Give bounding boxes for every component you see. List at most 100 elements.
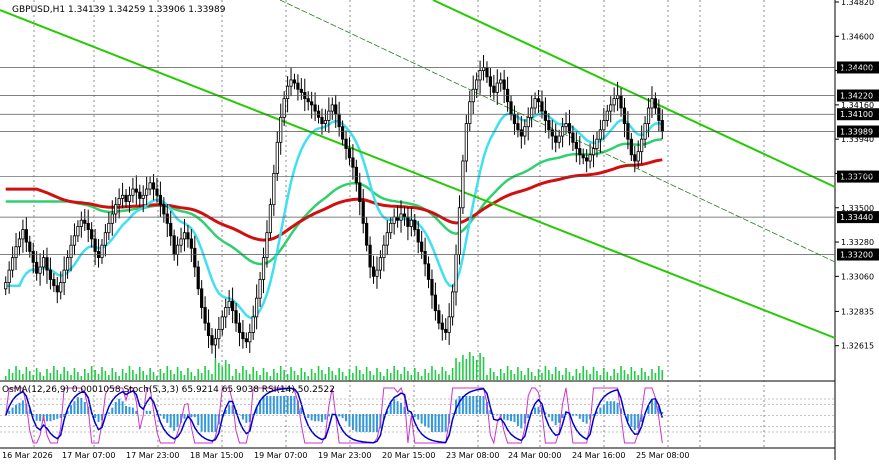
- volume-bar: [517, 367, 519, 380]
- candle: [499, 72, 503, 92]
- osma-bar: [351, 414, 354, 430]
- volume-bar: [489, 368, 492, 380]
- candle: [588, 143, 592, 169]
- candle-body: [248, 332, 252, 343]
- volume-bar: [321, 370, 323, 380]
- candle: [351, 144, 355, 180]
- osma-bar: [365, 414, 368, 432]
- candle-body: [660, 120, 664, 132]
- volume-bar: [558, 371, 560, 380]
- candle-body: [100, 244, 104, 259]
- volume-bar: [596, 371, 598, 380]
- candle: [640, 125, 644, 165]
- candle-body: [653, 98, 658, 109]
- candle: [241, 319, 245, 349]
- volume-bar: [554, 367, 557, 380]
- volume-bar: [537, 369, 540, 380]
- osma-bar: [633, 414, 636, 430]
- candle-body: [358, 182, 362, 202]
- candle: [347, 137, 352, 166]
- candle: [526, 107, 530, 141]
- volume-bar: [32, 375, 35, 380]
- candle: [55, 276, 59, 304]
- candle-body: [619, 95, 623, 109]
- osma-bar: [56, 414, 59, 419]
- price-tick-label: 1.33500: [841, 204, 874, 213]
- osma-bar: [654, 400, 657, 414]
- candle-body: [117, 198, 121, 206]
- volume-bar: [49, 373, 52, 380]
- candle-body: [224, 307, 228, 318]
- osma-bar: [345, 414, 348, 422]
- osma-bar: [482, 396, 485, 414]
- volume-bar: [314, 373, 316, 380]
- stoch-line: [5, 387, 663, 445]
- candle: [423, 237, 427, 277]
- candle-body: [38, 266, 42, 274]
- candle-body: [602, 120, 606, 131]
- candle-body: [52, 279, 56, 287]
- candle-body: [540, 101, 544, 112]
- time-tick-label: 24 Mar 00:00: [508, 451, 561, 460]
- candle: [636, 140, 640, 169]
- candle-body: [612, 98, 616, 106]
- candle: [72, 223, 77, 256]
- candle: [433, 282, 438, 321]
- volume-bar: [441, 367, 444, 380]
- osma-bar: [94, 414, 97, 418]
- candle: [248, 323, 252, 354]
- osma-bar: [626, 414, 629, 422]
- osma-bar: [461, 396, 464, 414]
- volume-bar: [273, 369, 275, 380]
- candle-body: [41, 257, 46, 268]
- candle-body: [158, 194, 163, 206]
- candle-body: [533, 98, 537, 109]
- volume-bar: [114, 372, 117, 380]
- volume-bar: [35, 368, 38, 380]
- candle-body: [31, 251, 35, 263]
- volume-bar: [245, 370, 248, 380]
- level-badge: [837, 170, 879, 183]
- time-tick-label: 16 Mar 2026: [2, 451, 53, 460]
- price-tick-label: 1.32615: [841, 342, 874, 351]
- volume-bar: [358, 370, 361, 380]
- volume-bar: [276, 373, 279, 380]
- candle-body: [299, 88, 303, 93]
- candle: [100, 238, 104, 264]
- osma-bar: [45, 414, 48, 422]
- volume-bar: [83, 369, 86, 380]
- candle-body: [409, 219, 413, 227]
- candle: [361, 189, 365, 234]
- candle-body: [4, 282, 8, 290]
- volume-bar: [125, 373, 127, 380]
- candle: [633, 146, 637, 173]
- candle: [653, 92, 658, 115]
- osma-bar: [520, 414, 523, 429]
- osma-bar: [107, 412, 110, 414]
- volume-bar: [193, 376, 196, 380]
- candle: [330, 97, 334, 120]
- candle: [282, 91, 286, 127]
- candle: [285, 76, 290, 113]
- osma-bar: [561, 414, 564, 418]
- candle: [169, 210, 173, 246]
- osma-bar: [602, 404, 605, 414]
- price-tick-label: 1.33720: [841, 169, 874, 178]
- chart-title: GBPUSD,H1 1.34139 1.34259 1.33906 1.3398…: [12, 5, 226, 15]
- volume-bar: [633, 371, 636, 380]
- osma-bar: [578, 414, 581, 419]
- price-tick-label: 1.33060: [841, 272, 874, 281]
- candle: [158, 181, 163, 218]
- candle: [450, 284, 455, 326]
- candle-body: [217, 328, 221, 340]
- volume-bar: [462, 355, 464, 380]
- candle: [327, 97, 331, 133]
- osma-bar: [609, 401, 612, 414]
- volume-bar: [427, 373, 430, 380]
- volume-bar: [63, 367, 65, 380]
- candle-body: [392, 216, 396, 224]
- candle-body: [241, 332, 245, 340]
- level-badge: [837, 248, 879, 261]
- candle: [79, 211, 83, 238]
